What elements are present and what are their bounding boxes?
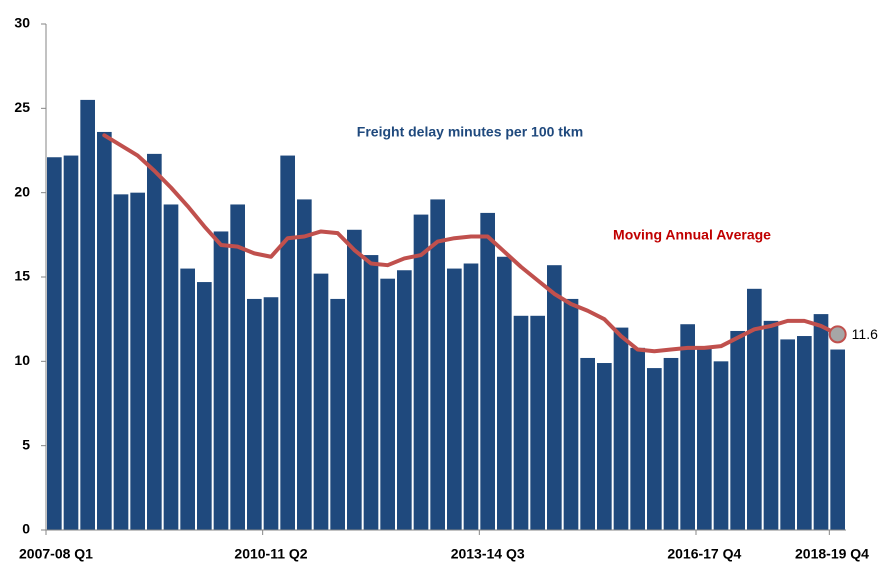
bar — [163, 204, 179, 530]
bar — [180, 268, 195, 530]
y-tick-label: 0 — [22, 521, 30, 537]
end-point-marker — [828, 325, 847, 344]
bar — [713, 361, 729, 530]
bar — [130, 192, 145, 530]
bar — [297, 199, 312, 530]
bar — [347, 229, 362, 531]
bar — [463, 263, 479, 530]
bar — [363, 255, 379, 530]
x-tick-label: 2010-11 Q2 — [234, 546, 307, 562]
x-tick-label: 2016-17 Q4 — [667, 546, 741, 562]
bar — [547, 265, 562, 530]
bar — [430, 199, 445, 530]
bar — [113, 194, 129, 530]
bar — [597, 363, 612, 530]
bar — [780, 339, 795, 530]
bar — [730, 330, 745, 530]
bar — [97, 131, 112, 531]
bar — [397, 270, 412, 530]
bar — [680, 324, 695, 530]
bar — [497, 256, 512, 530]
bar — [413, 214, 429, 531]
bar — [797, 336, 812, 530]
bar — [580, 357, 595, 530]
bar — [630, 347, 645, 530]
bar — [530, 315, 545, 530]
bar — [763, 320, 779, 530]
bar — [697, 347, 712, 530]
bar — [663, 357, 679, 530]
bar — [213, 231, 229, 530]
bar — [447, 268, 462, 530]
bar-series-label: Freight delay minutes per 100 tkm — [357, 124, 583, 140]
bar — [330, 298, 345, 530]
bar — [47, 157, 62, 530]
line-series-label: Moving Annual Average — [613, 227, 771, 243]
y-tick-label: 20 — [14, 183, 30, 199]
bar — [263, 297, 279, 530]
y-tick-label: 25 — [14, 99, 30, 115]
bar — [197, 282, 212, 530]
moving-average-line — [102, 133, 840, 354]
y-tick-label: 5 — [22, 436, 30, 452]
x-tick-label: 2018-19 Q4 — [795, 546, 869, 562]
bar — [613, 327, 629, 530]
y-tick-label: 15 — [14, 268, 30, 284]
bar — [247, 298, 262, 530]
bar — [830, 349, 845, 530]
bar — [280, 155, 295, 530]
bar — [230, 204, 245, 530]
x-tick-label: 2007-08 Q1 — [19, 546, 93, 562]
bar — [513, 315, 529, 530]
bar — [563, 298, 579, 530]
bar — [380, 278, 395, 530]
y-tick-label: 30 — [14, 15, 30, 31]
x-tick-label: 2013-14 Q3 — [451, 546, 525, 562]
bar — [80, 99, 95, 531]
bar — [480, 212, 495, 530]
end-point-label: 11.6 — [852, 326, 878, 342]
bar — [63, 155, 79, 530]
bar — [313, 273, 329, 530]
bar — [813, 314, 829, 530]
y-tick-label: 10 — [14, 352, 30, 368]
bar — [647, 368, 662, 530]
bar — [147, 153, 162, 530]
bar — [747, 288, 762, 530]
